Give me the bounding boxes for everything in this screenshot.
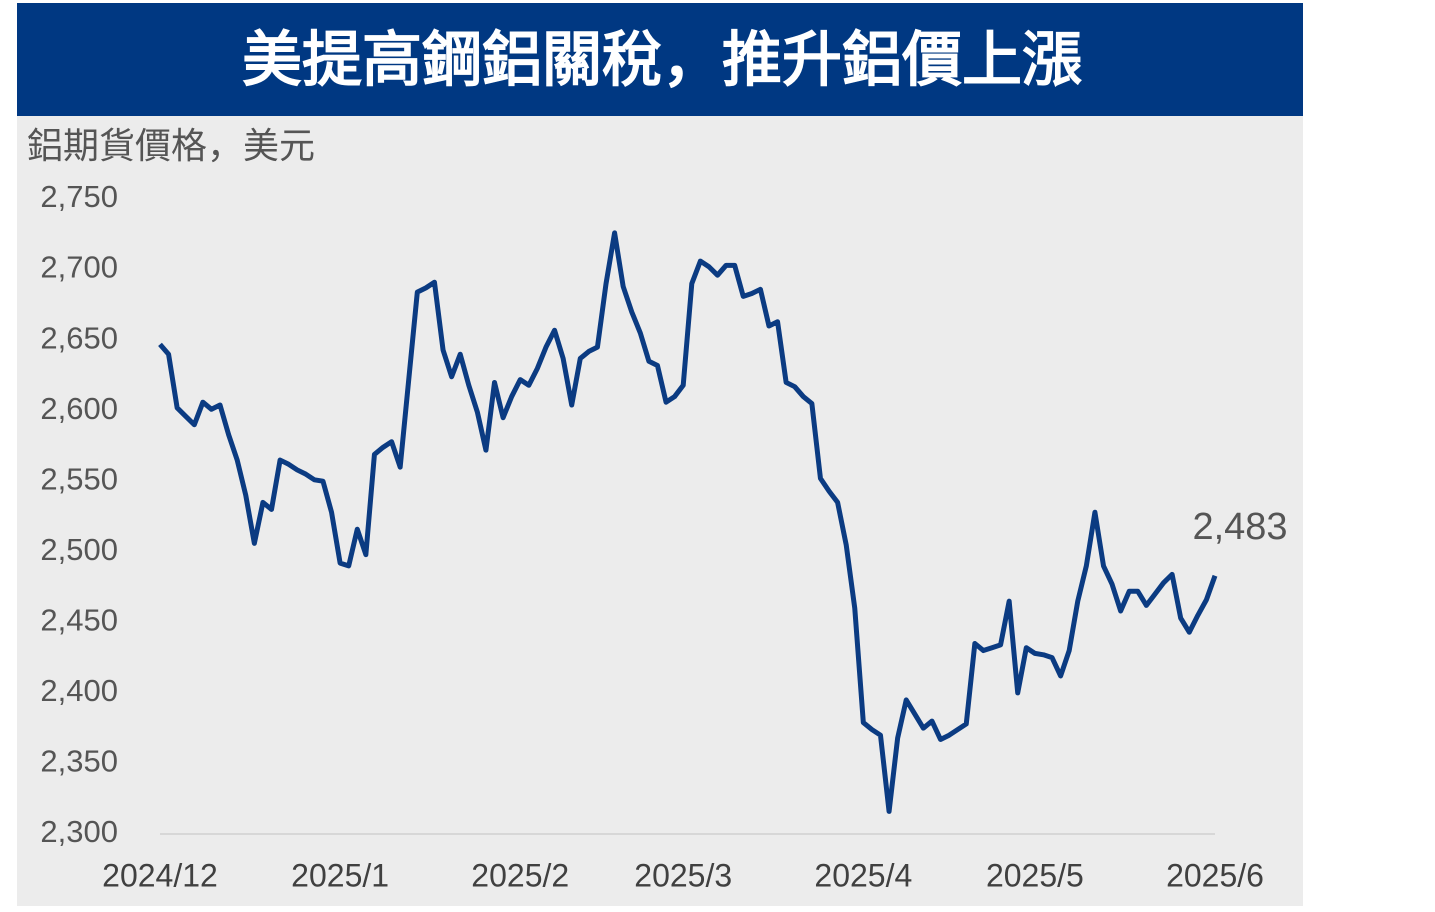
y-tick-label: 2,450 — [40, 603, 118, 638]
x-tick-label: 2025/1 — [291, 857, 389, 893]
y-tick-label: 2,300 — [40, 814, 118, 849]
end-value-label: 2,483 — [1192, 506, 1287, 548]
y-tick-label: 2,650 — [40, 320, 118, 355]
plot-background — [17, 116, 1303, 906]
y-tick-label: 2,700 — [40, 250, 118, 285]
y-tick-label: 2,550 — [40, 461, 118, 496]
price-line — [158, 230, 1218, 814]
x-tick-label: 2025/5 — [986, 857, 1084, 893]
y-tick-label: 2,600 — [40, 391, 118, 426]
x-tick-label: 2025/3 — [634, 857, 732, 893]
y-tick-label: 2,350 — [40, 744, 118, 779]
x-tick-label: 2025/2 — [471, 857, 569, 893]
y-axis-title: 鋁期貨價格，美元 — [27, 126, 315, 167]
x-tick-label: 2025/4 — [814, 857, 912, 893]
y-tick-label: 2,400 — [40, 673, 118, 708]
chart-title: 美提高鋼鋁關稅，推升鋁價上漲 — [242, 26, 1082, 96]
x-tick-label: 2024/12 — [102, 857, 218, 893]
x-tick-label: 2025/6 — [1166, 857, 1264, 893]
y-tick-label: 2,500 — [40, 532, 118, 567]
title-bar — [17, 3, 1303, 116]
y-tick-label: 2,750 — [40, 179, 118, 214]
